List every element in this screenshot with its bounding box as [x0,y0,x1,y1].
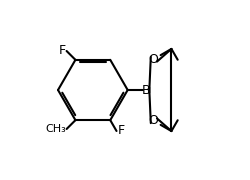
Text: F: F [58,44,66,57]
Text: O: O [149,114,158,127]
Text: B: B [142,84,151,96]
Text: CH₃: CH₃ [45,124,66,134]
Text: F: F [118,125,124,138]
Text: O: O [149,53,158,66]
